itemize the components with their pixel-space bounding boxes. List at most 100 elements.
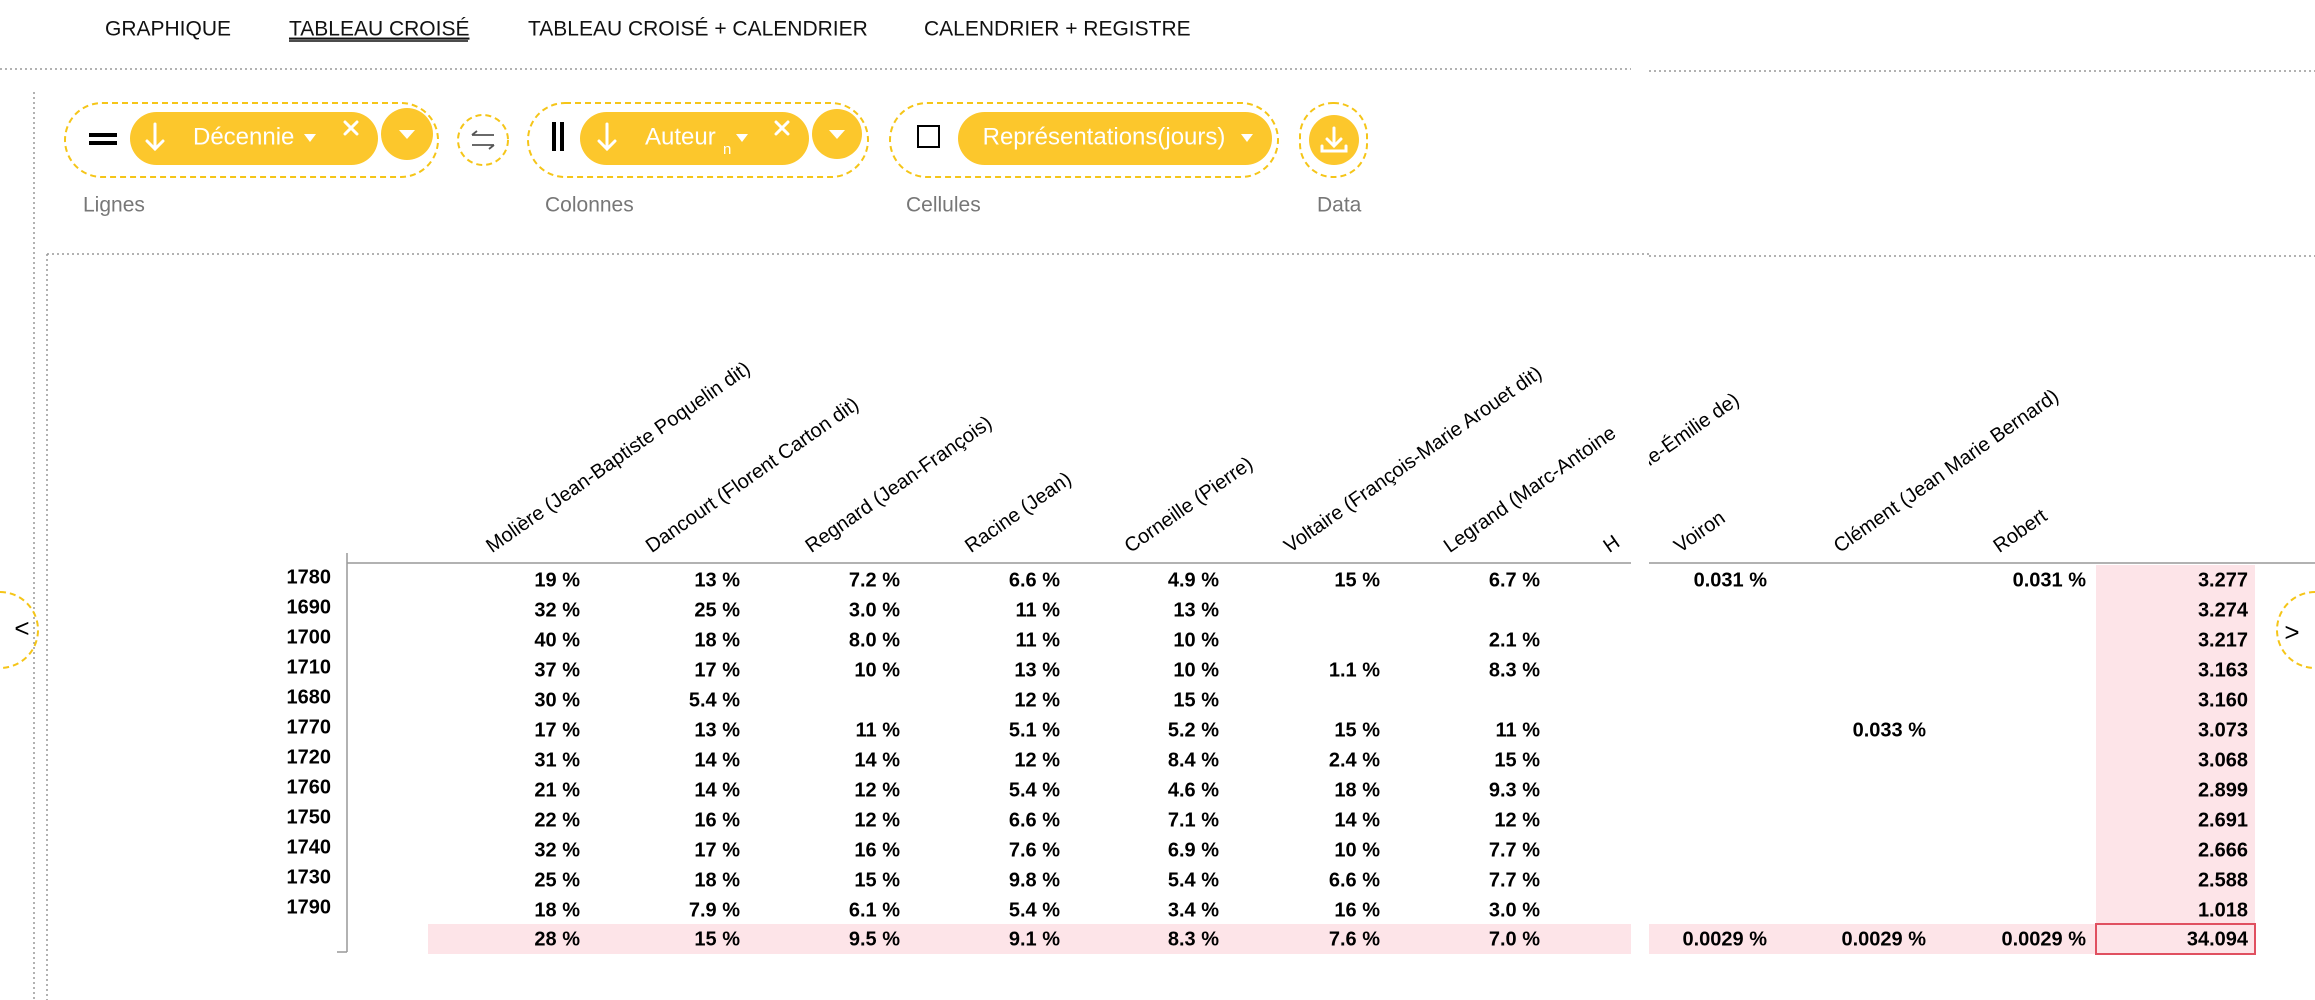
row-label: 1750 — [287, 806, 332, 828]
prev-button[interactable]: < — [14, 613, 29, 643]
row-label: 1720 — [287, 746, 332, 768]
rows-icon — [89, 141, 117, 145]
cell: 14 % — [694, 779, 740, 801]
cell: 7.1 % — [1168, 809, 1219, 831]
cell: 6.6 % — [1329, 869, 1380, 891]
cell: 3.160 — [2198, 689, 2248, 711]
cell: 9.3 % — [1489, 779, 1540, 801]
cell: 28 % — [534, 928, 580, 950]
remove-icon[interactable] — [343, 120, 359, 136]
pill[interactable] — [130, 112, 378, 165]
column-header: Robert — [1989, 505, 2051, 558]
cell: 9.8 % — [1009, 869, 1060, 891]
nav-tab[interactable]: CALENDRIER + REGISTRE — [924, 18, 1191, 41]
pill[interactable] — [958, 112, 1272, 165]
pill-text: Auteur — [645, 123, 716, 150]
column-header: Legrand (Marc-Antoine — [1440, 422, 1620, 557]
cell: 32 % — [534, 839, 580, 861]
cell: 5.4 % — [689, 689, 740, 711]
cell: 2.666 — [2198, 839, 2248, 861]
left-pane: Molière (Jean-Baptiste Poquelin dit)Danc… — [482, 358, 1624, 951]
cell: 17 % — [694, 659, 740, 681]
pager-frame — [0, 591, 2315, 669]
column-header: rie-Émilie de) — [1634, 388, 1744, 474]
cell: 14 % — [1334, 809, 1380, 831]
cell: 8.3 % — [1489, 659, 1540, 681]
nav-tab[interactable]: TABLEAU CROISÉ + CALENDRIER — [528, 18, 868, 41]
cell: 13 % — [694, 569, 740, 591]
cell: 22 % — [534, 809, 580, 831]
cell: 40 % — [534, 629, 580, 651]
cell: 1.018 — [2198, 899, 2248, 921]
nav-tab[interactable]: GRAPHIQUE — [105, 18, 231, 41]
cell: 7.7 % — [1489, 839, 1540, 861]
cell: 6.6 % — [1009, 569, 1060, 591]
cell: 10 % — [1173, 659, 1219, 681]
caret — [736, 134, 748, 142]
cell: 2.588 — [2198, 869, 2248, 891]
swap-button[interactable] — [457, 114, 509, 166]
cell: 2.1 % — [1489, 629, 1540, 651]
data-group — [1299, 102, 1368, 178]
columns-group — [527, 102, 869, 178]
checkbox[interactable] — [917, 125, 940, 148]
column-header: H — [1599, 531, 1623, 557]
cell: 19 % — [534, 569, 580, 591]
cell: 25 % — [534, 869, 580, 891]
remove-icon[interactable] — [774, 120, 790, 136]
cell: 31 % — [534, 749, 580, 771]
totals-band — [2096, 565, 2255, 924]
cell: 18 % — [534, 899, 580, 921]
cell: 11 % — [1016, 599, 1061, 621]
cell: 16 % — [694, 809, 740, 831]
caret — [829, 130, 845, 139]
cell: 7.2 % — [849, 569, 900, 591]
column-header: Voltaire (François-Marie Arouet dit) — [1280, 362, 1546, 557]
cell: 3.0 % — [849, 599, 900, 621]
grand-total-box — [2095, 923, 2256, 955]
cell: 11 % — [1016, 629, 1061, 651]
cell: 5.4 % — [1009, 899, 1060, 921]
cell: 11 % — [856, 719, 901, 741]
cell: 34.094 — [2187, 928, 2249, 950]
cell: 13 % — [694, 719, 740, 741]
totals-band — [428, 924, 1631, 954]
cell: 3.073 — [2198, 719, 2248, 741]
column-header: Corneille (Pierre) — [1121, 453, 1257, 558]
row-label: 1730 — [287, 866, 332, 888]
next-button[interactable]: > — [2284, 617, 2299, 647]
cell: 10 % — [1173, 629, 1219, 651]
cell: 14 % — [854, 749, 900, 771]
cell: 4.6 % — [1168, 779, 1219, 801]
cell: 9.5 % — [849, 928, 900, 950]
column-header: Voiron — [1670, 507, 1729, 558]
column-header: Molière (Jean-Baptiste Poquelin dit) — [482, 358, 754, 558]
cell: 0.0029 % — [1682, 928, 1767, 950]
pill-subscript: n — [723, 141, 731, 158]
nav-tab-active[interactable]: TABLEAU CROISÉ — [289, 18, 470, 41]
cell: 12 % — [1014, 689, 1060, 711]
cell: 25 % — [694, 599, 740, 621]
cell: 21 % — [534, 779, 580, 801]
cell: 12 % — [854, 809, 900, 831]
cell: 13 % — [1014, 659, 1060, 681]
cell: 15 % — [1173, 689, 1219, 711]
sort-icon — [597, 122, 617, 152]
group-label: Cellules — [906, 194, 981, 217]
cell: 15 % — [854, 869, 900, 891]
row-label: 1760 — [287, 776, 332, 798]
cell: 13 % — [1173, 599, 1219, 621]
row-label: 1700 — [287, 626, 332, 648]
cell: 3.217 — [2198, 629, 2248, 651]
cell: 8.0 % — [849, 629, 900, 651]
cell: 17 % — [694, 839, 740, 861]
cell: 3.274 — [2198, 599, 2249, 621]
cell: 7.0 % — [1489, 928, 1540, 950]
cell: 6.6 % — [1009, 809, 1060, 831]
cell: 18 % — [694, 629, 740, 651]
cell: 5.1 % — [1009, 719, 1060, 741]
cell: 15 % — [1494, 749, 1540, 771]
group-label: Colonnes — [545, 194, 634, 217]
pill[interactable] — [580, 112, 809, 165]
